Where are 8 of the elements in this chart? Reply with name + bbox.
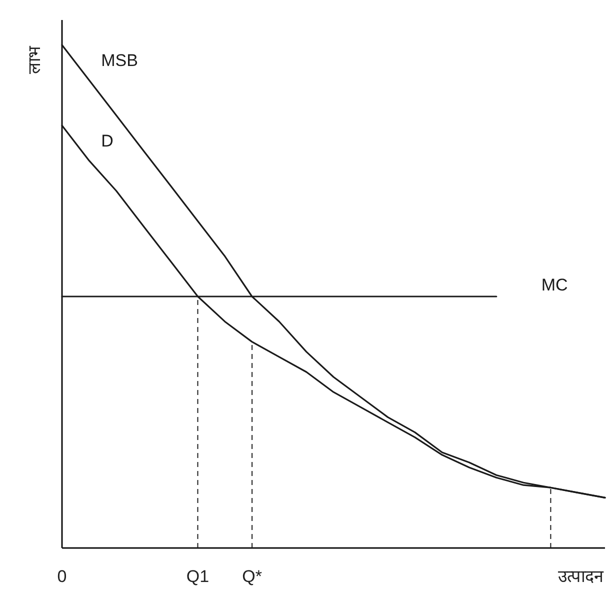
x-tick-label: Q* bbox=[242, 567, 262, 586]
text: MC bbox=[541, 276, 568, 294]
x-tick-label: Q1 bbox=[186, 567, 210, 586]
series-label: MSB bbox=[101, 51, 138, 70]
series-label: D bbox=[101, 132, 114, 151]
x-axis-title: उत्पादन bbox=[558, 567, 604, 586]
y-axis-title: लाभ bbox=[25, 45, 44, 74]
x-tick-label: 0 bbox=[57, 567, 67, 586]
